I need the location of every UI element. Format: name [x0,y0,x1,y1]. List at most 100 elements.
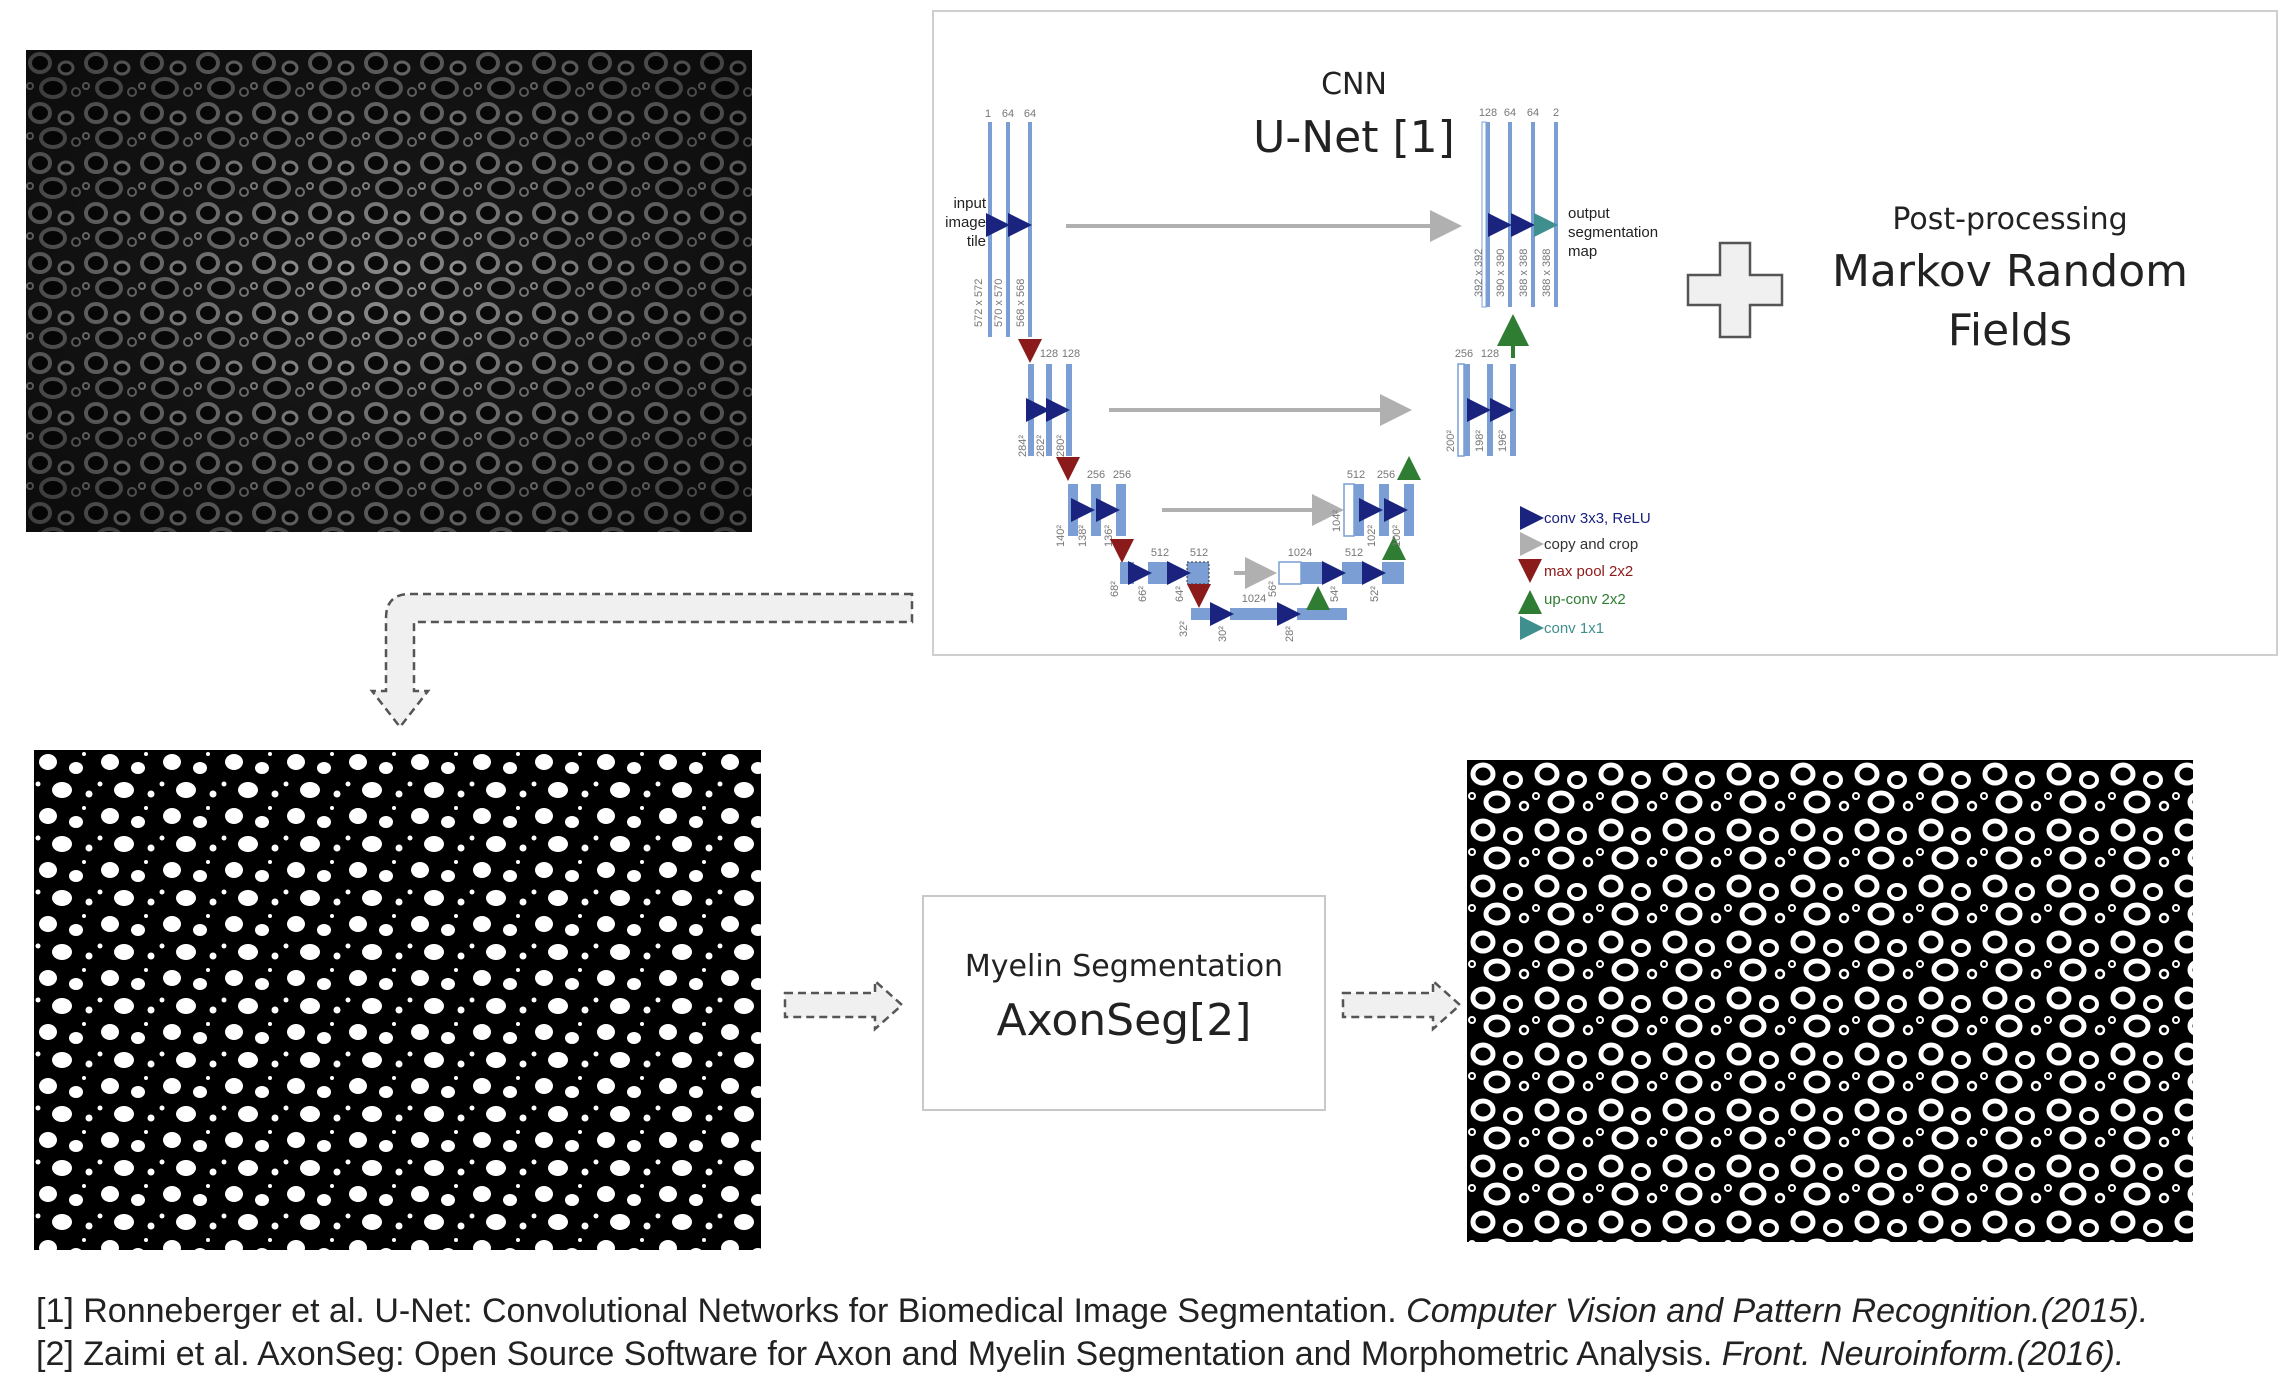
microscopy-input-image [26,50,752,532]
unet-block [1186,561,1210,585]
input-tile-label-2: image [945,214,986,231]
unet-block [1301,562,1323,584]
channel-label: 512 [1347,469,1365,481]
channel-label: 1024 [1288,547,1312,559]
unet-block [1343,483,1355,537]
unet-block [1379,484,1389,536]
reference-1-text: [1] Ronneberger et al. U-Net: Convolutio… [36,1292,1407,1330]
myelin-result-image [1467,760,2193,1242]
unet-block [1028,122,1032,337]
reference-2: [2] Zaimi et al. AxonSeg: Open Source So… [36,1335,2124,1374]
size-label: 390 x 390 [1495,249,1507,297]
channel-label: 512 [1345,547,1363,559]
size-label: 66² [1137,586,1149,602]
size-label: 280² [1055,435,1067,457]
unet-block [1486,122,1490,307]
axon-mask-image [34,750,761,1250]
size-label: 54² [1329,586,1341,602]
unet-block [1508,122,1512,307]
channel-label: 64 [1024,108,1036,120]
unet-block [988,122,992,337]
legend-upconv: up-conv 2x2 [1544,591,1626,608]
size-label: 136² [1103,525,1115,547]
myelin-result-texture [1467,760,2193,1242]
unet-title: U-Net [1] [1253,112,1455,163]
channel-label: 64 [1504,107,1516,119]
channel-label: 2 [1553,107,1559,119]
size-label: 68² [1109,581,1121,597]
unet-architecture-diagram: input image tile 1 64 64 572 x 572 570 x… [945,107,1658,642]
size-label: 282² [1035,435,1047,457]
size-label: 200² [1445,430,1457,452]
size-label: 64² [1174,586,1186,602]
unet-legend: conv 3x3, ReLU copy and crop max pool 2x… [1518,506,1651,640]
channel-label: 64 [1002,108,1014,120]
postprocessing-label: Post-processing [1892,202,2128,237]
myelin-label: Myelin Segmentation [964,949,1284,984]
channel-label: 512 [1190,547,1208,559]
legend-conv1x1: conv 1x1 [1544,620,1604,637]
axonseg-title: AxonSeg[2] [996,995,1252,1046]
unet-panel: CNN U-Net [1] input image tile 1 64 64 5… [932,10,2278,656]
unet-block [1464,364,1470,456]
reference-1-source: Computer Vision and Pattern Recognition.… [1406,1292,2149,1330]
myelin-segmentation-box: Myelin Segmentation AxonSeg[2] [922,895,1326,1111]
size-label: 198² [1474,430,1486,452]
output-map-label-1: output [1568,205,1611,222]
size-label: 56² [1267,581,1279,597]
channel-label: 1 [985,108,991,120]
unet-block [1278,561,1302,585]
channel-label: 256 [1455,348,1473,360]
input-tile-label-3: tile [967,233,986,250]
channel-label: 128 [1062,348,1080,360]
unet-block [1116,484,1126,536]
size-label: 30² [1217,626,1229,642]
reference-2-text: [2] Zaimi et al. AxonSeg: Open Source So… [36,1335,1722,1373]
channel-label: 128 [1040,348,1058,360]
mrf-title-line2: Fields [1947,305,2073,356]
size-label: 572 x 572 [973,279,985,327]
unet-block [1191,608,1215,620]
size-label: 284² [1017,435,1029,457]
channel-label: 256 [1113,469,1131,481]
flow-arrow-to-myelin [783,978,904,1032]
size-label: 388 x 388 [1518,249,1530,297]
size-label: 392 x 392 [1473,249,1485,297]
output-map-label-2: segmentation [1568,224,1658,241]
input-tile-label-1: input [953,195,986,212]
unet-block [1230,608,1280,620]
channel-label: 1024 [1242,593,1266,605]
channel-label: 256 [1377,469,1395,481]
reference-2-source: Front. Neuroinform.(2016). [1721,1335,2125,1373]
mrf-title-line1: Markov Random [1831,246,2189,297]
size-label: 52² [1369,586,1381,602]
size-label: 102² [1366,525,1378,547]
legend-copy: copy and crop [1544,536,1638,553]
unet-block [1297,608,1347,620]
unet-block [1457,363,1465,457]
unet-block [1091,484,1101,536]
microscopy-texture [26,50,752,532]
size-label: 100² [1391,525,1403,547]
unet-block [1487,364,1493,456]
unet-block [1404,484,1414,536]
unet-block [1554,122,1558,307]
unet-block [1148,562,1170,584]
size-label: 570 x 570 [993,279,1005,327]
flow-arrow-to-result [1341,978,1462,1032]
unet-block [1531,122,1535,307]
unet-block [1120,562,1134,584]
size-label: 104² [1331,510,1343,532]
size-label: 196² [1497,430,1509,452]
channel-label: 512 [1151,547,1169,559]
channel-label: 128 [1479,107,1497,119]
plus-icon [1686,241,1784,339]
unet-block [1342,562,1364,584]
unet-block [1354,484,1364,536]
unet-block [1006,122,1010,337]
size-label: 32² [1178,621,1190,637]
size-label: 138² [1077,525,1089,547]
bent-flow-arrow [369,592,914,730]
channel-label: 64 [1527,107,1539,119]
legend-conv: conv 3x3, ReLU [1544,510,1651,527]
